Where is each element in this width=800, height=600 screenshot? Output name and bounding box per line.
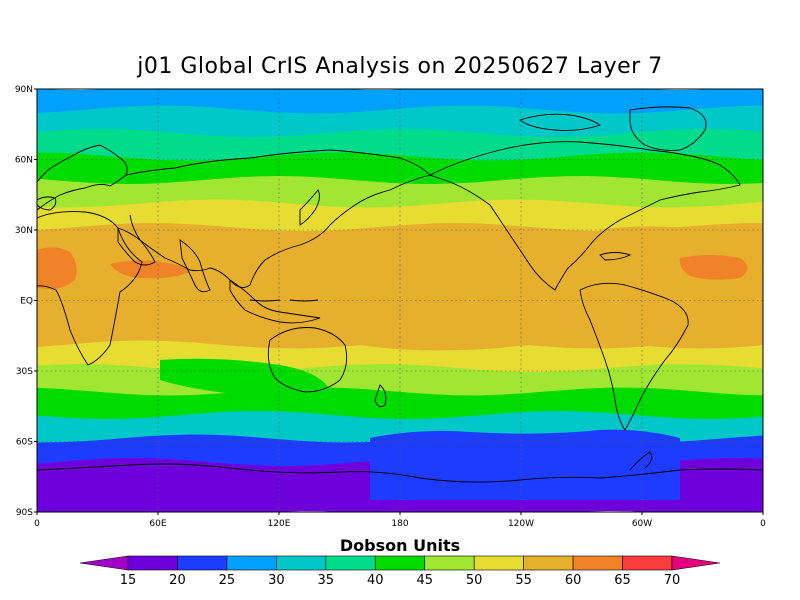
colorbar-swatch [325, 555, 376, 571]
colorbar-level-label: 30 [268, 573, 285, 588]
coast-arctic-islands [519, 113, 601, 131]
y-tick-label: 90N [15, 85, 33, 95]
colorbar-swatch [622, 555, 673, 571]
colorbar-level-label: 25 [219, 573, 236, 588]
colorbar-level-label: 50 [466, 573, 483, 588]
colorbar-swatch [276, 555, 327, 571]
anomaly-pacific-east [455, 253, 528, 294]
coast-indonesia [249, 299, 319, 302]
coast-asia [125, 149, 431, 289]
coast-greenland [629, 106, 707, 151]
colorbar-level-label: 65 [614, 573, 631, 588]
x-tick-label: 120W [508, 519, 534, 529]
coast-australia [267, 327, 348, 393]
colorbar-swatch [127, 555, 178, 571]
coast-north-america [428, 141, 741, 291]
coast-caribbean [599, 252, 632, 261]
latitude-axis: 90N 60N 30N EQ 30S 60S 90S [15, 85, 37, 518]
colorbar-level-label: 60 [565, 573, 582, 588]
colorbar-level-label: 70 [664, 573, 681, 588]
chart-title: j01 Global CrIS Analysis on 20250627 Lay… [137, 54, 663, 79]
longitude-axis: 0 60E 120E 180 120W 60W 0 [34, 512, 766, 529]
coast-europe [37, 144, 128, 211]
colorbar-level-label: 20 [169, 573, 186, 588]
y-tick-label: 60S [16, 438, 33, 448]
zonal-band [37, 105, 763, 143]
x-tick-label: 180 [391, 519, 408, 529]
anomaly-southern-green [160, 358, 330, 397]
coast-new-zealand [374, 384, 387, 408]
y-tick-label: 30N [15, 226, 33, 236]
anomaly-south-pacific-blue [370, 429, 680, 500]
colorbar-swatch [226, 555, 277, 571]
colorbar-level-label: 40 [367, 573, 384, 588]
coast-arabia [117, 227, 156, 266]
anomaly-pacific-north [330, 235, 429, 260]
colorbar-level-label: 35 [318, 573, 335, 588]
coast-india [179, 239, 211, 293]
x-tick-label: 120E [268, 519, 291, 529]
colorbar-min-triangle [79, 555, 129, 571]
coastlines [37, 106, 763, 483]
colorbar-level-label: 55 [515, 573, 532, 588]
colorbar: 15 20 25 30 35 40 45 50 55 60 65 70 [79, 555, 721, 588]
colorbar-title: Dobson Units [339, 536, 461, 555]
anomaly-tropics-south [37, 298, 763, 351]
y-tick-label: 30S [16, 367, 33, 377]
coast-se-asia [229, 279, 321, 324]
colorbar-swatch [177, 555, 228, 571]
colorbar-swatch [374, 555, 426, 571]
coast-iberia [37, 196, 57, 211]
y-tick-label: 60N [15, 156, 33, 166]
regional-anomalies [37, 226, 763, 500]
x-tick-label: 60E [149, 519, 166, 529]
x-tick-label: 0 [760, 519, 766, 529]
x-tick-label: 60W [632, 519, 652, 529]
colorbar-level-label: 45 [416, 573, 433, 588]
coast-antarctica [37, 463, 763, 483]
colorbar-swatch [424, 555, 475, 571]
coast-antarctic-peninsula [629, 451, 653, 471]
y-tick-label: EQ [20, 297, 33, 307]
y-tick-label: 90S [16, 508, 33, 518]
coast-japan [299, 189, 320, 226]
colorbar-swatch [473, 555, 524, 571]
colorbar-level-label: 15 [120, 573, 137, 588]
anomaly-sahara [37, 247, 77, 289]
anomaly-atlantic-core [679, 255, 748, 280]
coast-south-america [579, 282, 689, 431]
colorbar-max-triangle [671, 555, 721, 571]
anomaly-india [110, 260, 190, 279]
colorbar-swatch [572, 555, 623, 571]
x-tick-label: 0 [34, 519, 40, 529]
coast-africa [37, 211, 143, 366]
colorbar-swatch [523, 555, 574, 571]
